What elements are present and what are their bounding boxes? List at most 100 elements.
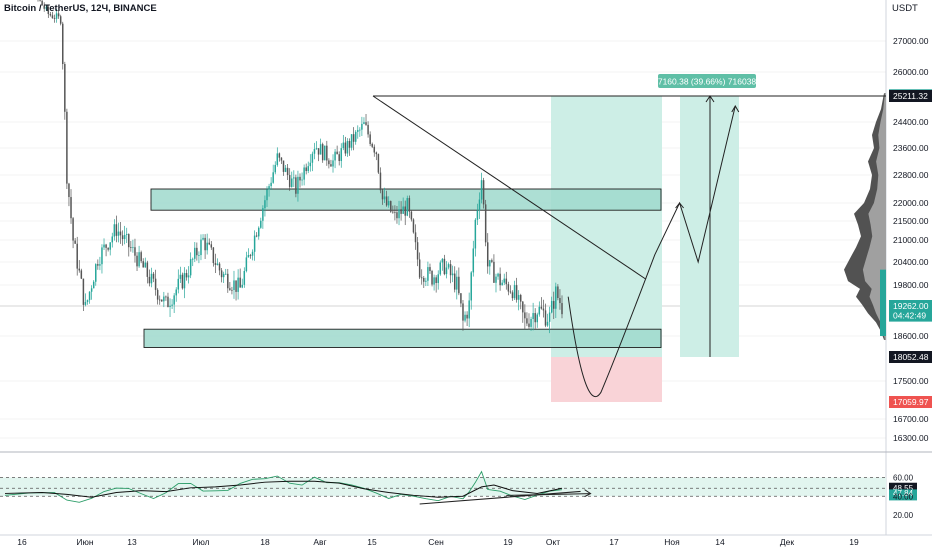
candle-body	[530, 319, 532, 327]
candle-body	[416, 242, 419, 260]
candle-body	[218, 263, 221, 271]
long-position-target-area[interactable]	[551, 96, 662, 357]
candle-body	[84, 301, 87, 305]
candle-body	[128, 234, 130, 248]
candle-body	[311, 153, 314, 163]
candle-body	[163, 296, 165, 302]
supply-zone-rectangle[interactable]	[150, 188, 662, 211]
candle-body	[538, 306, 541, 315]
candle-body	[423, 277, 425, 282]
candle-body	[346, 141, 349, 154]
candle-body	[321, 144, 324, 161]
candle-body	[528, 323, 530, 327]
candle-body	[476, 210, 479, 220]
time-tick-label: Ноя	[664, 537, 680, 547]
demand-zone-rectangle[interactable]	[143, 328, 662, 348]
price-tick-label: 17500.00	[893, 376, 929, 386]
candle-body	[80, 270, 83, 279]
candle-body	[324, 145, 326, 161]
candle-body	[140, 252, 142, 262]
candle-body	[381, 190, 384, 200]
descending-trendline[interactable]	[372, 95, 647, 280]
candle-body	[338, 154, 340, 161]
candle-body	[224, 273, 227, 275]
candle-body	[478, 199, 481, 211]
candle-body	[78, 268, 81, 271]
candle-body	[425, 280, 427, 282]
candle-body	[371, 143, 373, 147]
candle-body	[447, 264, 450, 268]
candle-body	[369, 134, 371, 144]
rsi-arrow-line[interactable]	[506, 493, 591, 496]
candle-body	[210, 244, 213, 248]
projection-path[interactable]	[567, 105, 736, 398]
candle-body	[482, 180, 485, 205]
candle-body	[548, 312, 551, 322]
candle-body	[175, 289, 177, 296]
candle-body	[105, 244, 107, 248]
candle-body	[262, 208, 264, 221]
time-tick-label: Июл	[192, 537, 209, 547]
candle-body	[237, 277, 239, 292]
candle-body	[167, 296, 169, 308]
price-tick-label: 19800.00	[893, 280, 929, 290]
candle-body	[466, 314, 468, 319]
candle-body	[303, 167, 305, 180]
price-badge-label: 18052.48	[893, 352, 929, 362]
rsi-divergence-line[interactable]	[419, 490, 581, 505]
candle-body	[130, 247, 132, 249]
price-badge-label: 25211.32	[893, 91, 928, 101]
candle-body	[200, 239, 202, 256]
candle-body	[474, 219, 477, 249]
candle-body	[505, 278, 508, 285]
candle-body	[297, 176, 299, 194]
rsi-tick-label: 47.84	[893, 489, 914, 498]
candle-body	[315, 148, 318, 150]
candle-body	[243, 270, 246, 285]
candle-body	[76, 243, 78, 269]
candle-body	[51, 15, 54, 19]
rsi-ma-line[interactable]	[4, 480, 563, 498]
candle-body	[49, 14, 52, 16]
time-tick-label: 16	[17, 537, 27, 547]
candle-body	[45, 6, 48, 9]
price-tick-label: 20400.00	[893, 257, 929, 267]
candle-body	[546, 321, 549, 326]
candle-body	[544, 310, 547, 326]
candle-body	[328, 160, 330, 165]
candle-body	[396, 212, 398, 219]
time-tick-label: 13	[127, 537, 137, 547]
candle-body	[350, 134, 353, 148]
candle-body	[441, 258, 444, 263]
candle-body	[121, 235, 124, 240]
candle-body	[489, 260, 491, 267]
candle-body	[239, 277, 241, 288]
candle-body	[495, 276, 497, 283]
candle-body	[268, 186, 270, 190]
candle-body	[194, 247, 196, 259]
candle-body	[511, 292, 514, 299]
candle-body	[503, 278, 505, 283]
candle-body	[115, 224, 118, 236]
candle-body	[420, 277, 423, 279]
candle-body	[171, 304, 173, 306]
candle-body	[260, 220, 262, 228]
time-tick-label: Сен	[428, 537, 444, 547]
candle-body	[245, 257, 248, 271]
candle-body	[72, 218, 74, 241]
candle-body	[352, 134, 355, 142]
price-badge	[889, 396, 932, 408]
candle-body	[387, 201, 390, 206]
candle-body	[204, 237, 206, 251]
price-tick-label: 21000.00	[893, 235, 929, 245]
candle-body	[555, 286, 557, 309]
candle-body	[357, 130, 359, 132]
candle-body	[142, 261, 144, 268]
price-badge	[889, 351, 932, 363]
candle-body	[179, 274, 182, 279]
candle-body	[540, 306, 543, 309]
time-tick-label: Авг	[313, 537, 326, 547]
candle-body	[88, 291, 91, 301]
